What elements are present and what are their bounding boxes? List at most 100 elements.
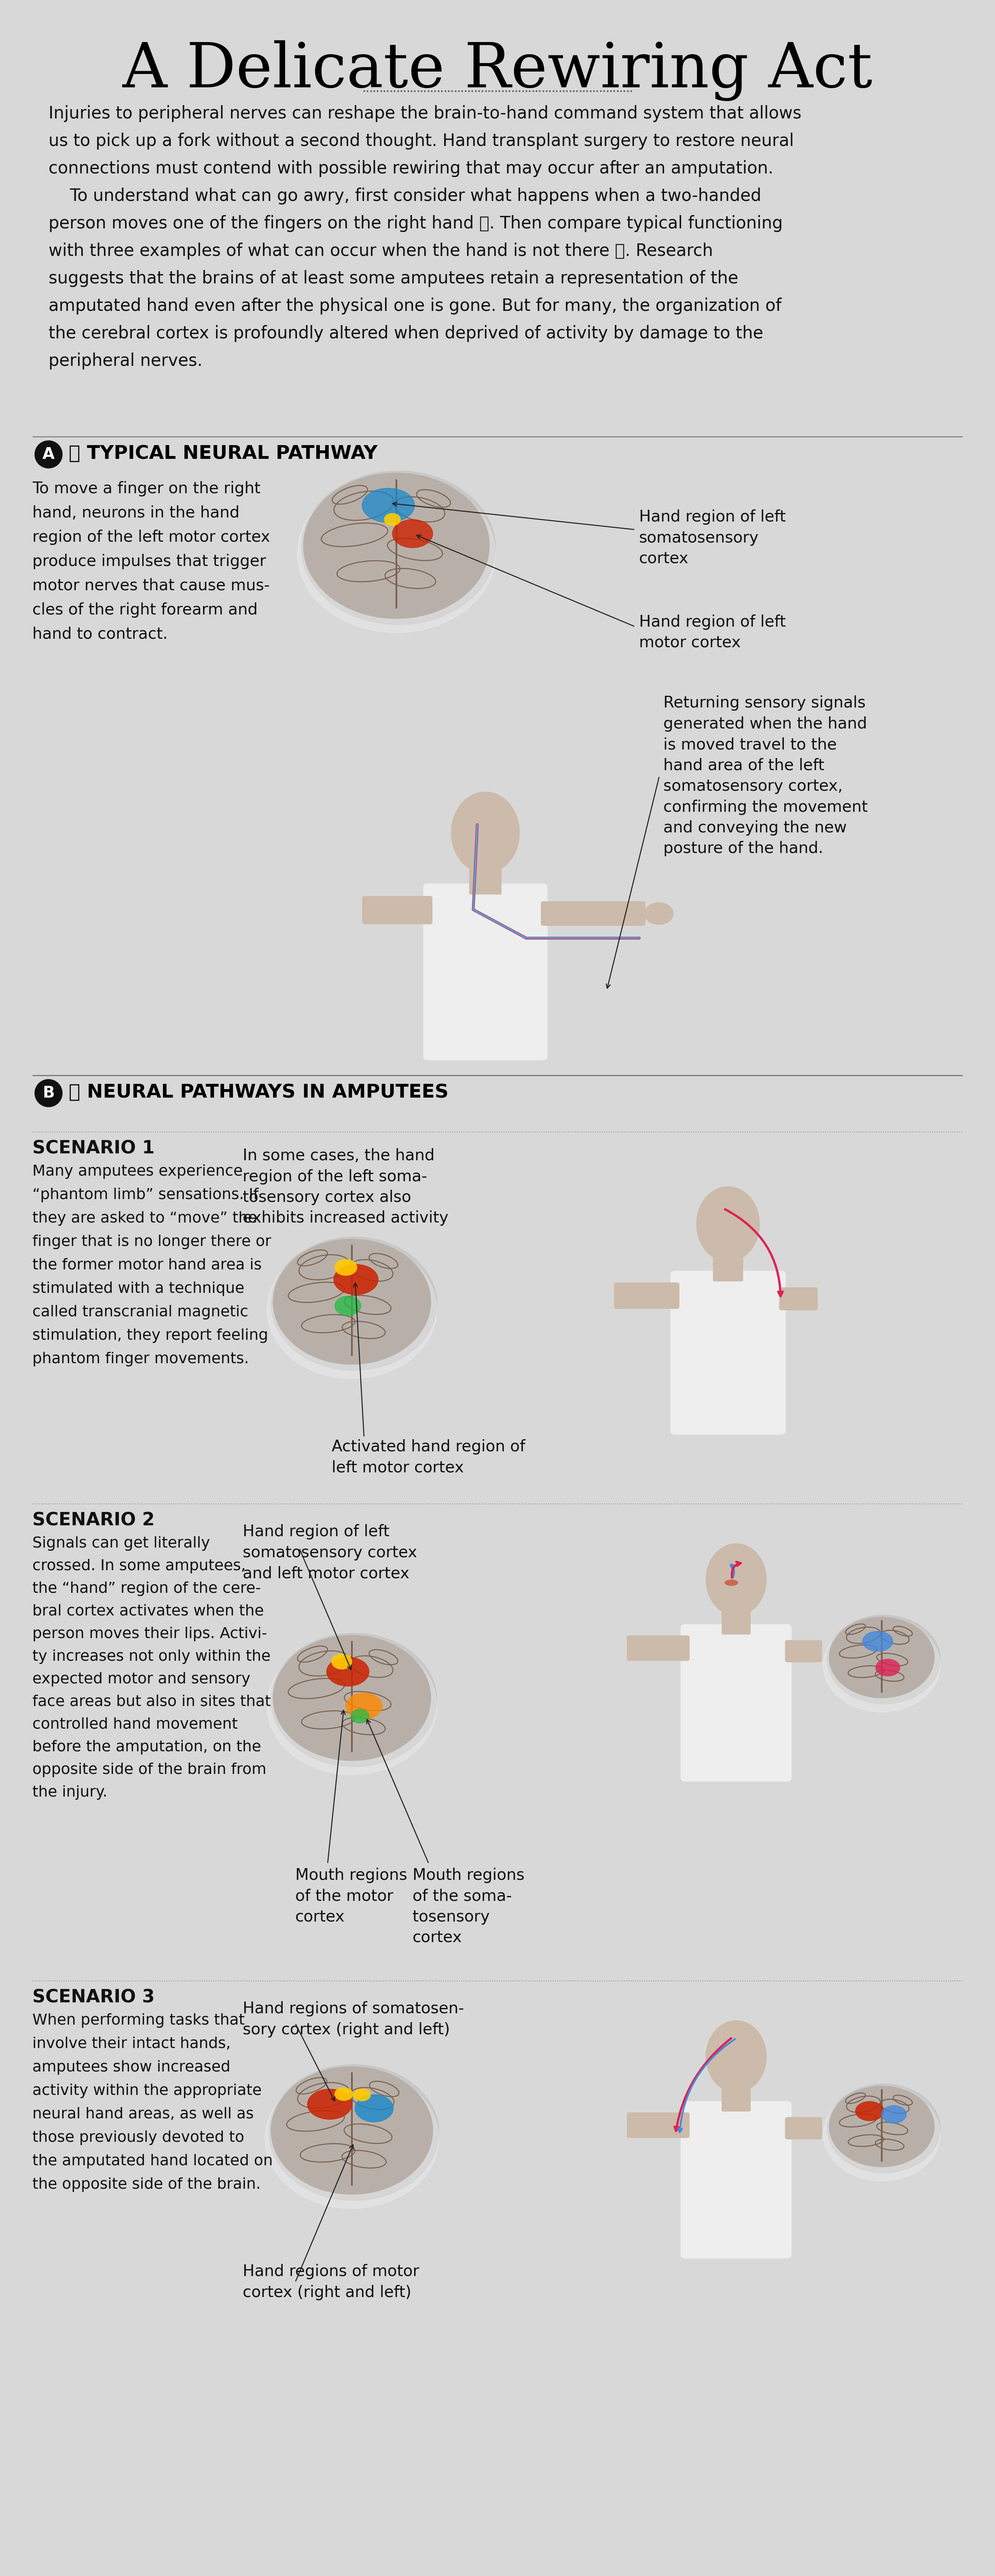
Point: [586, 70, 602, 111]
Circle shape: [35, 440, 63, 469]
Text: connections must contend with possible rewiring that may occur after an amputati: connections must contend with possible r…: [49, 160, 773, 178]
Point: [380, 70, 396, 111]
Ellipse shape: [353, 2089, 370, 2102]
Point: [613, 70, 629, 111]
Point: [521, 70, 537, 111]
Ellipse shape: [267, 1242, 437, 1378]
Ellipse shape: [645, 902, 674, 925]
Point: [572, 70, 588, 111]
Point: [579, 70, 595, 111]
Text: hand, neurons in the hand: hand, neurons in the hand: [33, 505, 240, 520]
Point: [383, 70, 399, 111]
Ellipse shape: [298, 474, 496, 634]
Text: Hand region of left
somatosensory cortex
and left motor cortex: Hand region of left somatosensory cortex…: [243, 1525, 417, 1582]
Text: Signals can get literally: Signals can get literally: [33, 1535, 210, 1551]
Ellipse shape: [823, 1620, 940, 1713]
Text: region of the left motor cortex: region of the left motor cortex: [33, 531, 270, 546]
Text: us to pick up a fork without a second thought. Hand transplant surgery to restor: us to pick up a fork without a second th…: [49, 131, 794, 149]
Ellipse shape: [307, 2089, 352, 2120]
Ellipse shape: [301, 471, 496, 623]
FancyBboxPatch shape: [722, 1610, 750, 1633]
Point: [514, 70, 530, 111]
Point: [437, 70, 453, 111]
Text: Hand region of left
somatosensory
cortex: Hand region of left somatosensory cortex: [639, 510, 786, 567]
Text: B: B: [43, 1084, 55, 1100]
Text: neural hand areas, as well as: neural hand areas, as well as: [33, 2107, 254, 2123]
Point: [407, 70, 423, 111]
Ellipse shape: [303, 474, 490, 618]
Point: [576, 70, 592, 111]
Ellipse shape: [273, 1636, 431, 1759]
Point: [606, 70, 622, 111]
Ellipse shape: [334, 1260, 357, 1275]
Point: [565, 70, 581, 111]
Point: [538, 70, 554, 111]
Point: [434, 70, 450, 111]
Point: [559, 70, 575, 111]
Point: [468, 70, 484, 111]
Point: [448, 70, 464, 111]
Text: A Delicate Rewiring Act: A Delicate Rewiring Act: [122, 41, 873, 100]
Point: [623, 70, 639, 111]
Point: [620, 70, 636, 111]
Ellipse shape: [724, 1579, 737, 1587]
FancyBboxPatch shape: [785, 1641, 822, 1662]
Text: Hand regions of somatosen-
sory cortex (right and left): Hand regions of somatosen- sory cortex (…: [243, 2002, 464, 2038]
Text: “phantom limb” sensations. If: “phantom limb” sensations. If: [33, 1188, 259, 1203]
Point: [400, 70, 416, 111]
Point: [393, 70, 409, 111]
Ellipse shape: [267, 1638, 437, 1775]
Ellipse shape: [355, 2094, 393, 2123]
Ellipse shape: [863, 1631, 893, 1651]
Ellipse shape: [334, 1296, 361, 1316]
Ellipse shape: [269, 2063, 439, 2200]
Ellipse shape: [705, 2020, 766, 2092]
FancyBboxPatch shape: [627, 1636, 690, 1662]
Ellipse shape: [384, 513, 400, 526]
Point: [492, 70, 507, 111]
Point: [555, 70, 571, 111]
Ellipse shape: [876, 1659, 899, 1677]
Point: [359, 70, 375, 111]
Point: [498, 70, 513, 111]
Text: In some cases, the hand
region of the left soma-
tosensory cortex also
exhibits : In some cases, the hand region of the le…: [243, 1149, 449, 1226]
Text: Returning sensory signals
generated when the hand
is moved travel to the
hand ar: Returning sensory signals generated when…: [664, 696, 868, 855]
Text: Mouth regions
of the motor
cortex: Mouth regions of the motor cortex: [296, 1868, 407, 1924]
FancyBboxPatch shape: [541, 902, 645, 925]
Text: Ⓐ TYPICAL NEURAL PATHWAY: Ⓐ TYPICAL NEURAL PATHWAY: [69, 446, 377, 464]
Point: [525, 70, 541, 111]
Point: [366, 70, 382, 111]
Text: bral cortex activates when the: bral cortex activates when the: [33, 1605, 264, 1618]
Point: [528, 70, 544, 111]
Ellipse shape: [351, 1708, 369, 1723]
Point: [410, 70, 426, 111]
FancyBboxPatch shape: [713, 1257, 743, 1280]
Text: peripheral nerves.: peripheral nerves.: [49, 353, 203, 368]
Ellipse shape: [823, 2089, 940, 2182]
Text: SCENARIO 1: SCENARIO 1: [33, 1141, 154, 1157]
Ellipse shape: [271, 1236, 437, 1370]
Point: [475, 70, 491, 111]
Point: [593, 70, 609, 111]
Ellipse shape: [856, 2102, 884, 2120]
Text: the cerebral cortex is profoundly altered when deprived of activity by damage to: the cerebral cortex is profoundly altere…: [49, 325, 763, 343]
Text: with three examples of what can occur when the hand is not there Ⓑ. Research: with three examples of what can occur wh…: [49, 242, 713, 260]
Text: Hand region of left
motor cortex: Hand region of left motor cortex: [639, 616, 786, 652]
Point: [603, 70, 619, 111]
Ellipse shape: [333, 1265, 378, 1296]
Text: To understand what can go awry, first consider what happens when a two-handed: To understand what can go awry, first co…: [49, 188, 761, 204]
Point: [488, 70, 503, 111]
Point: [495, 70, 510, 111]
Point: [386, 70, 402, 111]
Ellipse shape: [346, 1692, 382, 1718]
Point: [501, 70, 517, 111]
Text: A: A: [43, 446, 55, 461]
Ellipse shape: [827, 2084, 940, 2174]
Point: [504, 70, 520, 111]
Point: [531, 70, 547, 111]
Text: Mouth regions
of the soma-
tosensory
cortex: Mouth regions of the soma- tosensory cor…: [413, 1868, 524, 1945]
Point: [461, 70, 477, 111]
Ellipse shape: [829, 1618, 934, 1698]
Text: involve their intact hands,: involve their intact hands,: [33, 2038, 231, 2050]
Text: phantom finger movements.: phantom finger movements.: [33, 1352, 249, 1365]
